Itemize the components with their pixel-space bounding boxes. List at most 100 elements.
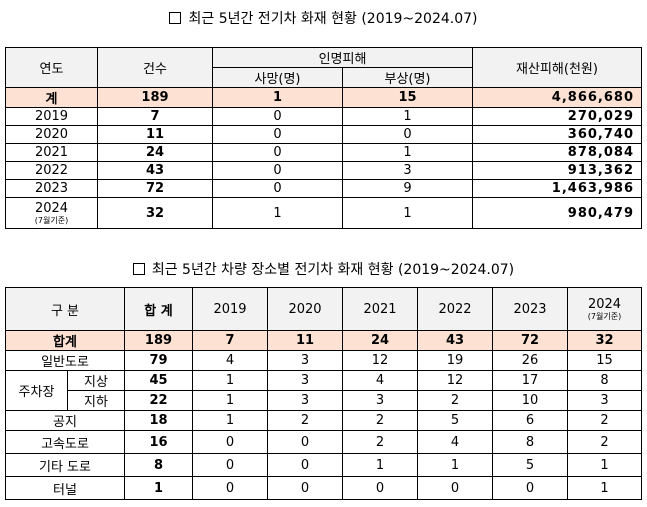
table-row: 2021 24 0 1 878,084 <box>5 143 642 162</box>
property-cell: 913,362 <box>472 161 642 180</box>
value-cell: 0 <box>492 476 568 500</box>
header-year: 2022 <box>417 287 493 331</box>
table-row: 2020 11 0 0 360,740 <box>5 125 642 144</box>
year-cell: 2024 (7월기준) <box>5 197 98 229</box>
header-property: 재산피해(천원) <box>472 47 642 88</box>
value-cell: 2 <box>342 430 418 454</box>
location-label: 터널 <box>5 476 125 500</box>
total-property: 4,866,680 <box>472 87 642 108</box>
value-cell: 4 <box>192 350 268 371</box>
injuries-cell: 0 <box>342 125 473 144</box>
value-cell: 2 <box>567 410 642 431</box>
count-cell: 11 <box>97 125 213 144</box>
value-cell: 3 <box>267 370 343 391</box>
value-cell: 79 <box>124 350 193 371</box>
total-cell: 72 <box>492 330 568 351</box>
count-cell: 72 <box>97 179 213 198</box>
table-row: 2024 (7월기준) 32 1 1 980,479 <box>5 197 642 229</box>
table-row: 공지 18 1 2 2 5 6 2 <box>5 410 642 431</box>
total-label: 계 <box>5 87 98 108</box>
value-cell: 6 <box>492 410 568 431</box>
header-injuries: 부상(명) <box>342 67 473 88</box>
value-cell: 1 <box>417 453 493 477</box>
injuries-cell: 1 <box>342 143 473 162</box>
total-label: 합계 <box>5 330 125 351</box>
table1-title: 최근 5년간 전기차 화재 현황 (2019~2024.07) <box>0 9 647 29</box>
location-label: 고속도로 <box>5 430 125 454</box>
value-cell: 17 <box>492 370 568 391</box>
table-row: 지하 22 1 3 3 2 10 3 <box>6 390 642 411</box>
property-cell: 878,084 <box>472 143 642 162</box>
total-row: 합계 189 7 11 24 43 72 32 <box>5 330 642 351</box>
value-cell: 2 <box>567 430 642 454</box>
deaths-cell: 0 <box>212 143 343 162</box>
value-cell: 45 <box>124 370 193 391</box>
value-cell: 22 <box>124 390 193 411</box>
year-cell: 2019 <box>5 107 98 126</box>
header-year-last: 2024 (7월기준) <box>567 287 642 331</box>
total-cell: 7 <box>192 330 268 351</box>
value-cell: 3 <box>267 350 343 371</box>
total-cell: 43 <box>417 330 493 351</box>
value-cell: 4 <box>342 370 418 391</box>
ev-fire-by-year-table: 연도 건수 인명피해 재산피해(천원) 사망(명) 부상(명) 계 189 1 … <box>5 47 642 229</box>
injuries-cell: 3 <box>342 161 473 180</box>
deaths-cell: 0 <box>212 179 343 198</box>
value-cell: 12 <box>417 370 493 391</box>
value-cell: 19 <box>417 350 493 371</box>
value-cell: 1 <box>567 476 642 500</box>
table1-title-text: 최근 5년간 전기차 화재 현황 (2019~2024.07) <box>188 11 478 27</box>
total-cell: 189 <box>124 330 193 351</box>
value-cell: 10 <box>492 390 568 411</box>
location-label: 기타 도로 <box>5 453 125 477</box>
header-year: 연도 <box>5 47 98 88</box>
header-year: 2020 <box>267 287 343 331</box>
value-cell: 2 <box>417 390 493 411</box>
location-label: 일반도로 <box>5 350 125 371</box>
value-cell: 0 <box>267 453 343 477</box>
value-cell: 1 <box>192 410 268 431</box>
year-cell: 2021 <box>5 143 98 162</box>
year-cell: 2022 <box>5 161 98 180</box>
count-cell: 32 <box>97 197 213 229</box>
value-cell: 0 <box>267 476 343 500</box>
table-row: 2019 7 0 1 270,029 <box>5 107 642 126</box>
parking-label: 주차장 <box>5 370 68 411</box>
square-bullet-icon <box>132 263 145 275</box>
year-label: 2024 <box>34 200 69 216</box>
value-cell: 5 <box>492 453 568 477</box>
table-row: 주차장 지상 45 1 3 4 12 17 8 <box>5 370 642 411</box>
header-count: 건수 <box>97 47 213 88</box>
count-cell: 43 <box>97 161 213 180</box>
property-cell: 270,029 <box>472 107 642 126</box>
table-row: 고속도로 16 0 0 2 4 8 2 <box>5 430 642 454</box>
header-category: 구 분 <box>5 287 125 331</box>
value-cell: 0 <box>192 476 268 500</box>
property-cell: 1,463,986 <box>472 179 642 198</box>
year-label: 2024 <box>587 297 622 312</box>
table-row: 2022 43 0 3 913,362 <box>5 161 642 180</box>
table-row: 터널 1 0 0 0 0 0 1 <box>5 476 642 500</box>
value-cell: 8 <box>567 370 642 391</box>
location-label: 공지 <box>5 410 125 431</box>
count-cell: 24 <box>97 143 213 162</box>
value-cell: 12 <box>342 350 418 371</box>
value-cell: 5 <box>417 410 493 431</box>
year-note: (7월기준) <box>587 312 622 321</box>
property-cell: 360,740 <box>472 125 642 144</box>
table-row: 일반도로 79 4 3 12 19 26 15 <box>5 350 642 371</box>
value-cell: 15 <box>567 350 642 371</box>
value-cell: 4 <box>417 430 493 454</box>
value-cell: 18 <box>124 410 193 431</box>
year-cell: 2020 <box>5 125 98 144</box>
injuries-cell: 1 <box>342 107 473 126</box>
total-count: 189 <box>97 87 213 108</box>
deaths-cell: 0 <box>212 161 343 180</box>
value-cell: 26 <box>492 350 568 371</box>
value-cell: 1 <box>124 476 193 500</box>
value-cell: 8 <box>492 430 568 454</box>
total-deaths: 1 <box>212 87 343 108</box>
value-cell: 1 <box>192 370 268 391</box>
table2-title-text: 최근 5년간 차량 장소별 전기차 화재 현황 (2019~2024.07) <box>151 262 515 278</box>
deaths-cell: 0 <box>212 107 343 126</box>
